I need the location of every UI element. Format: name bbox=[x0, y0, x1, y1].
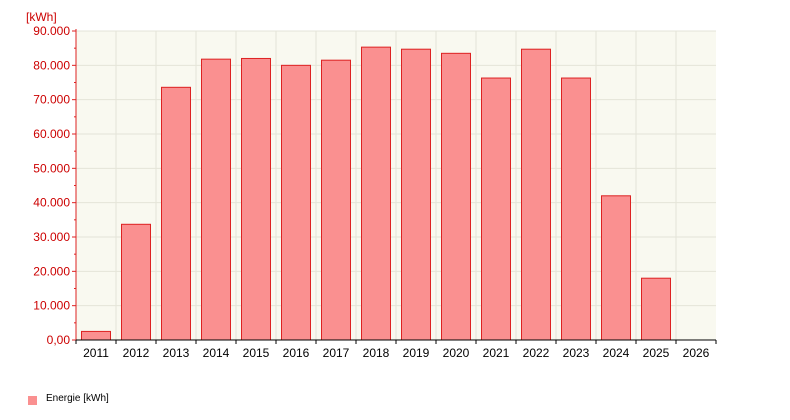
y-tick-label: 90.000 bbox=[33, 24, 70, 38]
y-tick-label: 10.000 bbox=[33, 299, 70, 313]
bar-2021 bbox=[481, 77, 511, 341]
legend-swatch bbox=[28, 396, 37, 405]
x-tick-label: 2020 bbox=[443, 346, 470, 360]
bar-2023 bbox=[561, 77, 591, 341]
x-tick-label: 2026 bbox=[683, 346, 710, 360]
bar-2017 bbox=[321, 59, 351, 341]
x-tick-label: 2013 bbox=[163, 346, 190, 360]
x-tick-labels: 2011 2012 2013 2014 2015 2016 2017 2018 2019 2020… bbox=[83, 346, 710, 360]
y-tick-label: 40.000 bbox=[33, 196, 70, 210]
x-tick-label: 2012 bbox=[123, 346, 150, 360]
x-tick-label: 2021 bbox=[483, 346, 510, 360]
x-tick-label: 2019 bbox=[403, 346, 430, 360]
x-tick-label: 2023 bbox=[563, 346, 590, 360]
legend-label-energie: Energie [kWh] bbox=[46, 393, 109, 404]
y-axis-unit-label: [kWh] bbox=[26, 10, 57, 24]
y-tick-labels: 0,00 10.000 20.000 30.000 40.000 50.000 60.000… bbox=[33, 24, 70, 347]
bar-2020 bbox=[441, 52, 471, 341]
bar-2018 bbox=[361, 46, 391, 341]
x-tick-label: 2024 bbox=[603, 346, 630, 360]
x-tick-label: 2018 bbox=[363, 346, 390, 360]
axes bbox=[72, 29, 717, 344]
y-tick-label: 70.000 bbox=[33, 93, 70, 107]
bar-2014 bbox=[201, 58, 231, 341]
y-tick-label: 50.000 bbox=[33, 161, 70, 175]
x-tick-label: 2017 bbox=[323, 346, 350, 360]
y-tick-label: 80.000 bbox=[33, 58, 70, 72]
bar-2012 bbox=[121, 223, 151, 341]
y-tick-label: 60.000 bbox=[33, 127, 70, 141]
bar-2015 bbox=[241, 57, 271, 341]
x-tick-label: 2025 bbox=[643, 346, 670, 360]
x-tick-label: 2016 bbox=[283, 346, 310, 360]
bar-2022 bbox=[521, 48, 551, 341]
y-tick-label: 0,00 bbox=[47, 333, 71, 347]
bar-2019 bbox=[401, 48, 431, 341]
bar-2013 bbox=[161, 86, 191, 341]
y-tick-label: 30.000 bbox=[33, 230, 70, 244]
x-tick-label: 2015 bbox=[243, 346, 270, 360]
x-tick-label: 2011 bbox=[83, 346, 109, 360]
legend: Energie [kWh] bbox=[28, 393, 109, 405]
bar-2016 bbox=[281, 64, 311, 341]
bar-2011 bbox=[81, 330, 111, 341]
x-tick-label: 2022 bbox=[523, 346, 550, 360]
bar-2024 bbox=[601, 195, 631, 341]
bar-2025 bbox=[641, 277, 671, 341]
bars bbox=[81, 46, 671, 341]
y-tick-label: 20.000 bbox=[33, 264, 70, 278]
x-tick-label: 2014 bbox=[203, 346, 230, 360]
